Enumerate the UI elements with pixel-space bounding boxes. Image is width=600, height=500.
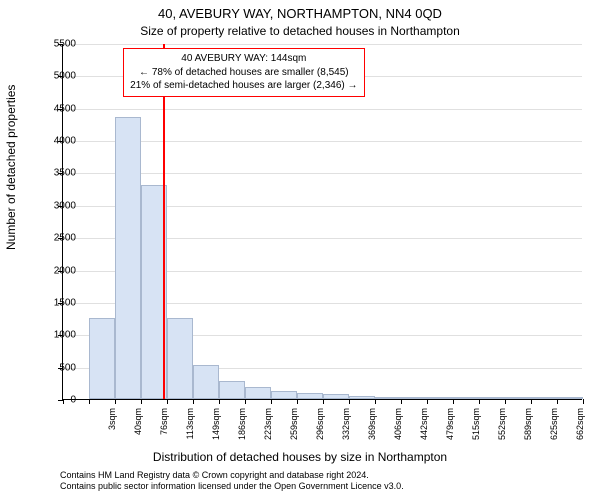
histogram-bar	[531, 397, 557, 399]
xtick-mark	[297, 399, 298, 404]
histogram-bar	[323, 394, 349, 399]
xtick-label: 625sqm	[549, 408, 559, 458]
ytick-label: 5500	[36, 39, 76, 50]
histogram-bar	[115, 117, 141, 399]
plot-area: 40 AVEBURY WAY: 144sqm← 78% of detached …	[62, 44, 582, 400]
histogram-bar	[505, 397, 531, 399]
xtick-mark	[375, 399, 376, 404]
histogram-bar	[349, 396, 375, 399]
xtick-label: 515sqm	[471, 408, 481, 458]
xtick-label: 223sqm	[263, 408, 273, 458]
xtick-mark	[531, 399, 532, 404]
ytick-label: 1000	[36, 330, 76, 341]
xtick-mark	[557, 399, 558, 404]
xtick-mark	[141, 399, 142, 404]
xtick-mark	[271, 399, 272, 404]
xtick-mark	[167, 399, 168, 404]
xtick-label: 259sqm	[289, 408, 299, 458]
chart-footer: Contains HM Land Registry data © Crown c…	[60, 470, 590, 492]
ytick-label: 1500	[36, 297, 76, 308]
xtick-label: 442sqm	[419, 408, 429, 458]
ytick-label: 500	[36, 362, 76, 373]
xtick-label: 589sqm	[523, 408, 533, 458]
histogram-bar	[167, 318, 193, 399]
xtick-mark	[323, 399, 324, 404]
ytick-label: 3500	[36, 168, 76, 179]
xtick-label: 186sqm	[237, 408, 247, 458]
ytick-label: 4000	[36, 136, 76, 147]
xtick-label: 3sqm	[107, 408, 117, 458]
y-axis-label: Number of detached properties	[4, 85, 18, 250]
chart-title-line2: Size of property relative to detached ho…	[0, 24, 600, 38]
ytick-label: 2000	[36, 265, 76, 276]
gridline-h	[63, 44, 582, 45]
histogram-bar	[219, 381, 245, 399]
histogram-bar	[193, 365, 219, 399]
histogram-bar	[427, 397, 453, 399]
xtick-mark	[245, 399, 246, 404]
histogram-bar	[271, 391, 297, 399]
xtick-label: 149sqm	[211, 408, 221, 458]
xtick-label: 76sqm	[159, 408, 169, 458]
xtick-label: 332sqm	[341, 408, 351, 458]
ytick-label: 4500	[36, 103, 76, 114]
footer-line1: Contains HM Land Registry data © Crown c…	[60, 470, 590, 481]
ytick-label: 0	[36, 395, 76, 406]
xtick-mark	[193, 399, 194, 404]
xtick-label: 369sqm	[367, 408, 377, 458]
histogram-bar	[557, 397, 583, 399]
histogram-bar	[375, 397, 401, 399]
xtick-label: 406sqm	[393, 408, 403, 458]
histogram-bar	[89, 318, 115, 399]
histogram-bar	[401, 397, 427, 399]
histogram-bar	[453, 397, 479, 399]
xtick-label: 40sqm	[133, 408, 143, 458]
annotation-line3: 21% of semi-detached houses are larger (…	[130, 79, 357, 93]
xtick-mark	[349, 399, 350, 404]
xtick-mark	[427, 399, 428, 404]
xtick-label: 113sqm	[185, 408, 195, 458]
xtick-mark	[453, 399, 454, 404]
ytick-label: 5000	[36, 71, 76, 82]
annotation-line1: 40 AVEBURY WAY: 144sqm	[130, 52, 357, 66]
xtick-label: 662sqm	[575, 408, 585, 458]
histogram-bar	[479, 397, 505, 399]
annotation-line2: ← 78% of detached houses are smaller (8,…	[130, 66, 357, 80]
histogram-bar	[297, 393, 323, 399]
ytick-label: 2500	[36, 233, 76, 244]
footer-line2: Contains public sector information licen…	[60, 481, 590, 492]
x-axis-label: Distribution of detached houses by size …	[0, 450, 600, 464]
ytick-label: 3000	[36, 200, 76, 211]
xtick-mark	[219, 399, 220, 404]
xtick-label: 296sqm	[315, 408, 325, 458]
gridline-h	[63, 109, 582, 110]
xtick-mark	[583, 399, 584, 404]
annotation-box: 40 AVEBURY WAY: 144sqm← 78% of detached …	[123, 48, 364, 97]
histogram-bar	[245, 387, 271, 399]
xtick-label: 552sqm	[497, 408, 507, 458]
chart-title-line1: 40, AVEBURY WAY, NORTHAMPTON, NN4 0QD	[0, 6, 600, 21]
xtick-label: 479sqm	[445, 408, 455, 458]
xtick-mark	[401, 399, 402, 404]
xtick-mark	[479, 399, 480, 404]
xtick-mark	[89, 399, 90, 404]
xtick-mark	[115, 399, 116, 404]
marker-line	[163, 44, 165, 399]
xtick-mark	[505, 399, 506, 404]
chart-container: 40, AVEBURY WAY, NORTHAMPTON, NN4 0QD Si…	[0, 0, 600, 500]
